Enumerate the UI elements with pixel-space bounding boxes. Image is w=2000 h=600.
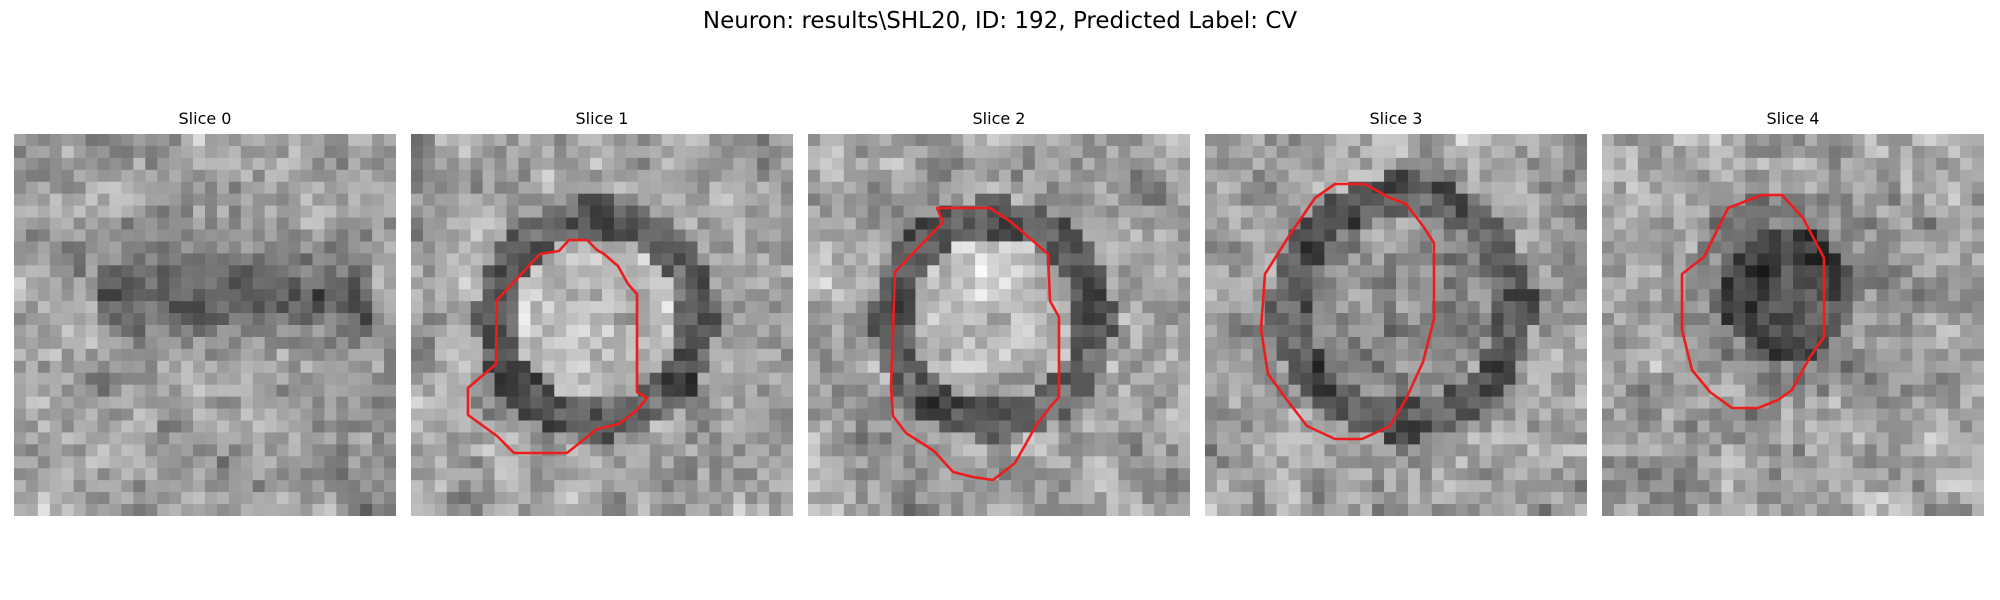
- slice-panel: Slice 2: [808, 108, 1190, 518]
- vesicle-contour: [889, 206, 1061, 482]
- vesicle-contour: [1680, 193, 1826, 410]
- grayscale-pixel-grid: [808, 134, 1190, 516]
- slice-title: Slice 3: [1369, 109, 1423, 128]
- slice-title: Slice 1: [575, 109, 629, 128]
- vesicle-contour: [1259, 182, 1436, 441]
- slice-title: Slice 4: [1766, 109, 1820, 128]
- vesicle-contour: [466, 238, 649, 455]
- figure-title: Neuron: results\SHL20, ID: 192, Predicte…: [702, 8, 1298, 34]
- slice-panel: Slice 3: [1205, 108, 1587, 518]
- slice-image: [1205, 134, 1587, 516]
- grayscale-pixel-grid: [1602, 134, 1984, 516]
- grayscale-pixel-grid: [14, 134, 396, 516]
- grayscale-pixel-grid: [1205, 134, 1587, 516]
- slice-image: [808, 134, 1190, 516]
- slice-title: Slice 0: [178, 109, 232, 128]
- slice-title: Slice 2: [972, 109, 1026, 128]
- slice-panel: Slice 1: [411, 108, 793, 518]
- slice-image: [14, 134, 396, 516]
- slice-panel: Slice 4: [1602, 108, 1984, 518]
- slice-image: [411, 134, 793, 516]
- grayscale-pixel-grid: [411, 134, 793, 516]
- slice-image: [1602, 134, 1984, 516]
- slice-panel: Slice 0: [14, 108, 396, 518]
